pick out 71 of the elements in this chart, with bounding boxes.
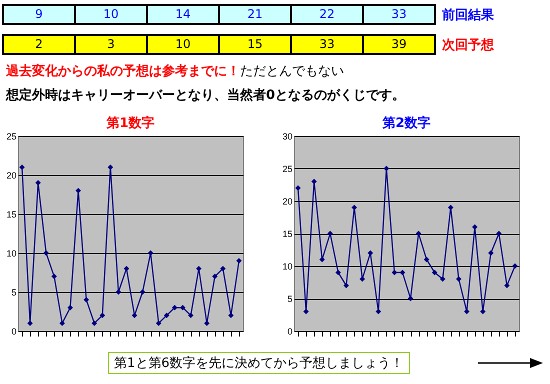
point: [19, 164, 25, 170]
point: [343, 282, 349, 288]
text: 10: [146, 34, 220, 55]
point: [311, 178, 317, 184]
point: [432, 270, 438, 276]
y-tick-label: 5: [287, 294, 292, 304]
text: ただとんでもない: [240, 64, 344, 79]
text: 第1と第6数字を先に決めてから予想しましょう！: [108, 352, 410, 374]
text: 3: [74, 34, 148, 55]
y-tick-label: 10: [6, 248, 16, 258]
text: 33: [290, 34, 364, 55]
y-tick-label: 10: [282, 262, 292, 272]
point: [212, 274, 218, 280]
text: 33: [362, 4, 436, 25]
point: [384, 166, 390, 172]
text: 前回結果: [442, 6, 494, 24]
point: [295, 185, 301, 191]
point: [92, 320, 98, 326]
y-tick-label: 0: [11, 326, 16, 336]
point: [512, 263, 518, 269]
point: [100, 312, 106, 318]
text: 2: [2, 34, 76, 55]
point: [124, 266, 130, 272]
text: 21: [218, 4, 292, 25]
point: [335, 270, 341, 276]
point: [228, 312, 234, 318]
text: 14: [146, 4, 220, 25]
point: [43, 250, 49, 256]
point: [400, 270, 406, 276]
point: [59, 320, 65, 326]
point: [76, 188, 82, 194]
chart-title: 第1数字: [105, 115, 155, 131]
point: [188, 312, 194, 318]
chart-title: 第2数字: [381, 115, 431, 131]
point: [140, 289, 146, 295]
point: [303, 308, 309, 314]
point: [496, 230, 502, 236]
y-tick-label: 25: [282, 164, 292, 174]
text: 次回予想: [442, 36, 494, 54]
y-tick-label: 5: [11, 288, 16, 298]
text: 22: [290, 4, 364, 25]
y-tick-label: 20: [282, 196, 292, 206]
text: 10: [74, 4, 148, 25]
y-tick-label: 15: [282, 229, 292, 239]
point: [116, 289, 122, 295]
point: [156, 320, 162, 326]
point: [236, 258, 242, 264]
point: [327, 230, 333, 236]
y-tick-label: 20: [6, 170, 16, 180]
point: [108, 164, 114, 170]
y-tick-label: 30: [282, 132, 292, 142]
point: [424, 256, 430, 262]
point: [504, 282, 510, 288]
point: [440, 276, 446, 282]
point: [220, 266, 226, 272]
point: [164, 312, 170, 318]
text: 想定外時はキャリーオーバーとなり、当然者0となるのがくじです。: [6, 86, 406, 104]
point: [392, 270, 398, 276]
y-tick-label: 15: [6, 210, 16, 220]
point: [172, 304, 178, 310]
text: 9: [2, 4, 76, 25]
point: [67, 304, 73, 310]
point: [132, 312, 138, 318]
point: [488, 250, 494, 256]
y-tick-label: 0: [287, 326, 292, 336]
text: 39: [362, 34, 436, 55]
y-tick-label: 25: [6, 132, 16, 142]
point: [51, 274, 57, 280]
text: 過去変化からの私の予想は参考までに！: [6, 64, 240, 79]
point: [456, 276, 462, 282]
point: [84, 297, 90, 303]
